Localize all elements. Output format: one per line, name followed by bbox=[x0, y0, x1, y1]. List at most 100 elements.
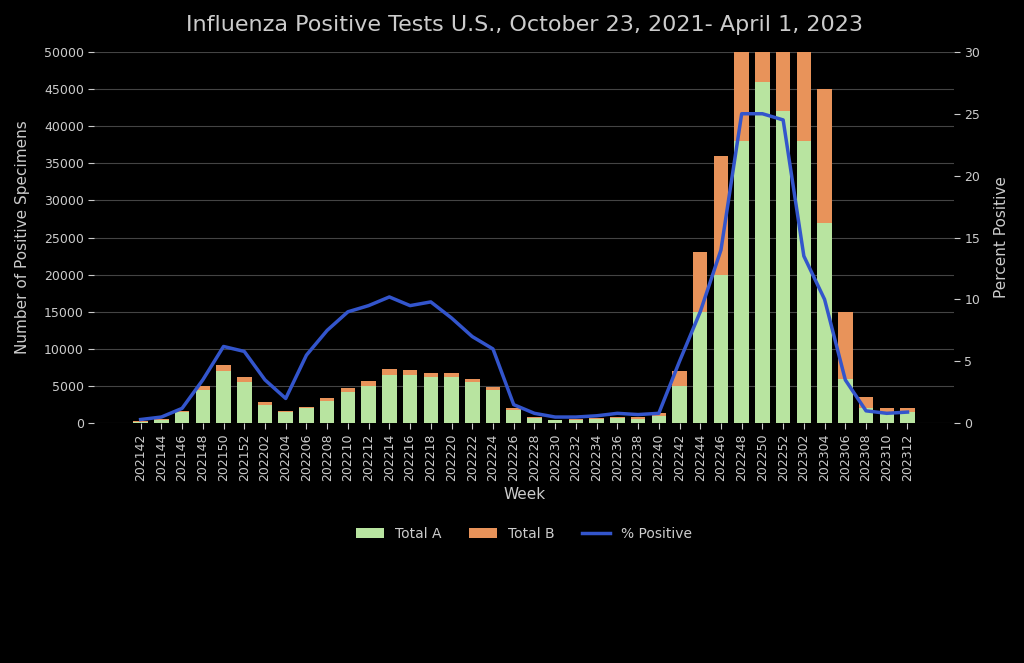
Bar bbox=[258, 402, 272, 404]
Bar bbox=[279, 412, 293, 423]
Bar bbox=[817, 89, 831, 223]
Bar bbox=[672, 386, 687, 423]
Line: % Positive: % Positive bbox=[140, 114, 907, 420]
% Positive bbox=[777, 116, 790, 124]
Bar bbox=[838, 379, 853, 423]
% Positive bbox=[300, 351, 312, 359]
Bar bbox=[880, 408, 894, 412]
Bar bbox=[382, 369, 396, 375]
Bar bbox=[755, 82, 770, 423]
% Positive bbox=[425, 298, 437, 306]
% Positive bbox=[280, 394, 292, 402]
Bar bbox=[196, 390, 210, 423]
% Positive bbox=[486, 345, 499, 353]
Bar bbox=[216, 365, 230, 371]
Bar bbox=[590, 418, 604, 419]
Bar bbox=[175, 412, 189, 423]
Bar bbox=[817, 223, 831, 423]
Bar bbox=[631, 417, 645, 419]
Bar bbox=[361, 381, 376, 386]
Bar bbox=[590, 419, 604, 423]
Bar bbox=[610, 417, 625, 418]
Bar bbox=[402, 375, 418, 423]
% Positive bbox=[508, 400, 520, 408]
Bar bbox=[610, 418, 625, 423]
% Positive bbox=[840, 376, 852, 384]
Bar bbox=[299, 408, 313, 423]
Bar bbox=[631, 419, 645, 423]
Bar bbox=[361, 386, 376, 423]
% Positive bbox=[383, 293, 395, 301]
Bar bbox=[693, 253, 708, 312]
Bar bbox=[568, 419, 583, 420]
% Positive bbox=[528, 409, 541, 417]
% Positive bbox=[818, 296, 830, 304]
Bar bbox=[714, 156, 728, 274]
Bar bbox=[900, 412, 914, 423]
Bar bbox=[444, 377, 459, 423]
Y-axis label: Number of Positive Specimens: Number of Positive Specimens bbox=[15, 121, 30, 355]
Bar bbox=[776, 0, 791, 111]
Bar bbox=[651, 416, 666, 423]
% Positive bbox=[757, 110, 769, 118]
Bar bbox=[465, 383, 479, 423]
% Positive bbox=[901, 408, 913, 416]
Bar bbox=[714, 274, 728, 423]
Bar bbox=[485, 390, 501, 423]
Bar bbox=[319, 401, 335, 423]
Bar bbox=[900, 408, 914, 412]
Bar bbox=[734, 0, 749, 141]
Bar bbox=[216, 371, 230, 423]
% Positive bbox=[549, 413, 561, 421]
Bar bbox=[734, 141, 749, 423]
% Positive bbox=[403, 302, 416, 310]
Bar bbox=[880, 412, 894, 423]
% Positive bbox=[197, 376, 209, 384]
Bar bbox=[154, 420, 169, 423]
Bar bbox=[755, 0, 770, 82]
Bar bbox=[859, 408, 873, 423]
Bar bbox=[402, 370, 418, 375]
% Positive bbox=[134, 416, 146, 424]
% Positive bbox=[881, 409, 893, 417]
Legend: Total A, Total B, % Positive: Total A, Total B, % Positive bbox=[350, 521, 697, 546]
Bar bbox=[382, 375, 396, 423]
% Positive bbox=[156, 413, 168, 421]
Bar bbox=[133, 422, 147, 423]
Bar bbox=[797, 0, 811, 141]
Bar bbox=[465, 379, 479, 383]
Bar bbox=[797, 141, 811, 423]
Bar bbox=[859, 397, 873, 408]
% Positive bbox=[342, 308, 354, 316]
Bar bbox=[319, 398, 335, 401]
Bar bbox=[196, 386, 210, 390]
Bar bbox=[175, 410, 189, 412]
Bar bbox=[776, 111, 791, 423]
Bar bbox=[672, 371, 687, 386]
% Positive bbox=[798, 252, 810, 260]
Bar bbox=[258, 404, 272, 423]
Bar bbox=[237, 377, 252, 383]
% Positive bbox=[362, 302, 375, 310]
% Positive bbox=[694, 308, 707, 316]
Bar bbox=[279, 410, 293, 412]
X-axis label: Week: Week bbox=[503, 487, 545, 502]
% Positive bbox=[176, 404, 188, 412]
% Positive bbox=[239, 347, 251, 355]
Bar bbox=[237, 383, 252, 423]
% Positive bbox=[715, 246, 727, 254]
Bar bbox=[693, 312, 708, 423]
Bar bbox=[341, 388, 355, 392]
Bar bbox=[548, 420, 562, 423]
Y-axis label: Percent Positive: Percent Positive bbox=[994, 176, 1009, 298]
% Positive bbox=[591, 412, 603, 420]
Bar bbox=[527, 418, 542, 423]
Bar bbox=[568, 420, 583, 423]
Bar bbox=[507, 410, 521, 423]
Bar bbox=[838, 312, 853, 379]
% Positive bbox=[217, 343, 229, 351]
% Positive bbox=[569, 413, 582, 421]
Bar bbox=[651, 413, 666, 416]
Bar bbox=[444, 373, 459, 377]
Bar bbox=[424, 377, 438, 423]
